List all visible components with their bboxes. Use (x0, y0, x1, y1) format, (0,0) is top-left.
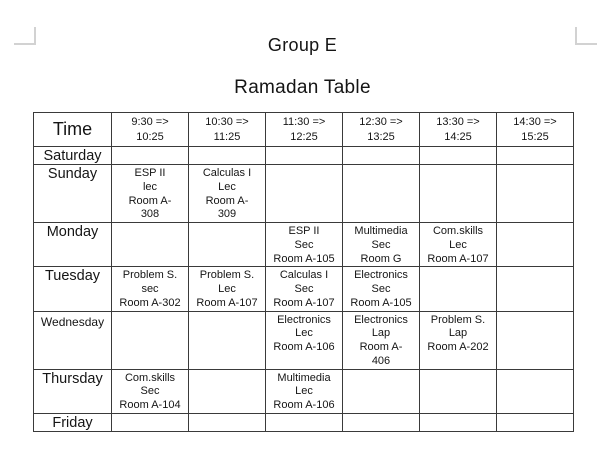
row-saturday: Saturday (33, 146, 574, 165)
margin-corner-top-left-icon (14, 27, 36, 45)
margin-corner-top-right-icon (575, 27, 597, 45)
table-title: Ramadan Table (234, 77, 371, 98)
day-label: Friday (33, 412, 112, 432)
schedule-cell (188, 412, 266, 432)
schedule-cell (188, 221, 266, 268)
schedule-cell (342, 368, 420, 414)
day-label: Monday (33, 221, 112, 268)
row-wednesday: Wednesday Electronics Lec Room A-106 Ele… (33, 310, 574, 370)
schedule-cell (265, 164, 343, 223)
group-title: Group E (267, 35, 338, 55)
schedule-cell: Electronics Lec Room A-106 (265, 310, 343, 370)
row-thursday: Thursday Com.skills Sec Room A-104 Multi… (33, 368, 574, 414)
schedule-cell (496, 266, 574, 312)
schedule-cell (111, 146, 189, 165)
schedule-cell: Multimedia Sec Room G (342, 221, 420, 268)
schedule-cell (342, 164, 420, 223)
schedule-cell: Com.skills Sec Room A-104 (111, 368, 189, 414)
header-slot-3: 11:30 => 12:25 (265, 112, 343, 147)
schedule-cell: Calculas I Lec Room A- 309 (188, 164, 266, 223)
schedule-cell (496, 368, 574, 414)
schedule-cell (496, 221, 574, 268)
schedule-cell (496, 412, 574, 432)
schedule-cell: Problem S. sec Room A-302 (111, 266, 189, 312)
row-friday: Friday (33, 412, 574, 432)
schedule-cell (188, 310, 266, 370)
header-time: Time (33, 112, 112, 147)
schedule-cell: Problem S. Lap Room A-202 (419, 310, 497, 370)
schedule-cell: Electronics Lap Room A- 406 (342, 310, 420, 370)
schedule-cell (188, 146, 266, 165)
schedule-cell: Multimedia Lec Room A-106 (265, 368, 343, 414)
schedule-cell (419, 412, 497, 432)
schedule-cell: Problem S. Lec Room A-107 (188, 266, 266, 312)
row-monday: Monday ESP II Sec Room A-105 Multimedia … (33, 221, 574, 268)
header-slot-2: 10:30 => 11:25 (188, 112, 266, 147)
schedule-cell: ESP II Sec Room A-105 (265, 221, 343, 268)
header-slot-1: 9:30 => 10:25 (111, 112, 189, 147)
row-tuesday: Tuesday Problem S. sec Room A-302 Proble… (33, 266, 574, 312)
schedule-cell: Calculas I Sec Room A-107 (265, 266, 343, 312)
schedule-cell (265, 412, 343, 432)
schedule-cell (419, 368, 497, 414)
schedule-cell: Electronics Sec Room A-105 (342, 266, 420, 312)
schedule-cell (111, 221, 189, 268)
schedule-cell (496, 310, 574, 370)
schedule-cell (419, 146, 497, 165)
day-label: Saturday (33, 146, 112, 165)
schedule-cell (419, 164, 497, 223)
header-slot-5: 13:30 => 14:25 (419, 112, 497, 147)
schedule-cell (342, 146, 420, 165)
day-label: Wednesday (33, 310, 112, 370)
schedule-cell (496, 164, 574, 223)
schedule-cell (111, 412, 189, 432)
day-label: Tuesday (33, 266, 112, 312)
schedule-cell (188, 368, 266, 414)
schedule-cell: ESP II lec Room A- 308 (111, 164, 189, 223)
header-slot-4: 12:30 => 13:25 (342, 112, 420, 147)
header-slot-6: 14:30 => 15:25 (496, 112, 574, 147)
row-sunday: Sunday ESP II lec Room A- 308 Calculas I… (33, 164, 574, 223)
ramadan-timetable: Time 9:30 => 10:25 10:30 => 11:25 11:30 … (33, 112, 574, 432)
header-row: Time 9:30 => 10:25 10:30 => 11:25 11:30 … (33, 112, 574, 147)
schedule-cell (496, 146, 574, 165)
schedule-cell: Com.skills Lec Room A-107 (419, 221, 497, 268)
schedule-cell (265, 146, 343, 165)
schedule-cell (419, 266, 497, 312)
schedule-cell (111, 310, 189, 370)
day-label: Thursday (33, 368, 112, 414)
schedule-cell (342, 412, 420, 432)
day-label: Sunday (33, 164, 112, 223)
